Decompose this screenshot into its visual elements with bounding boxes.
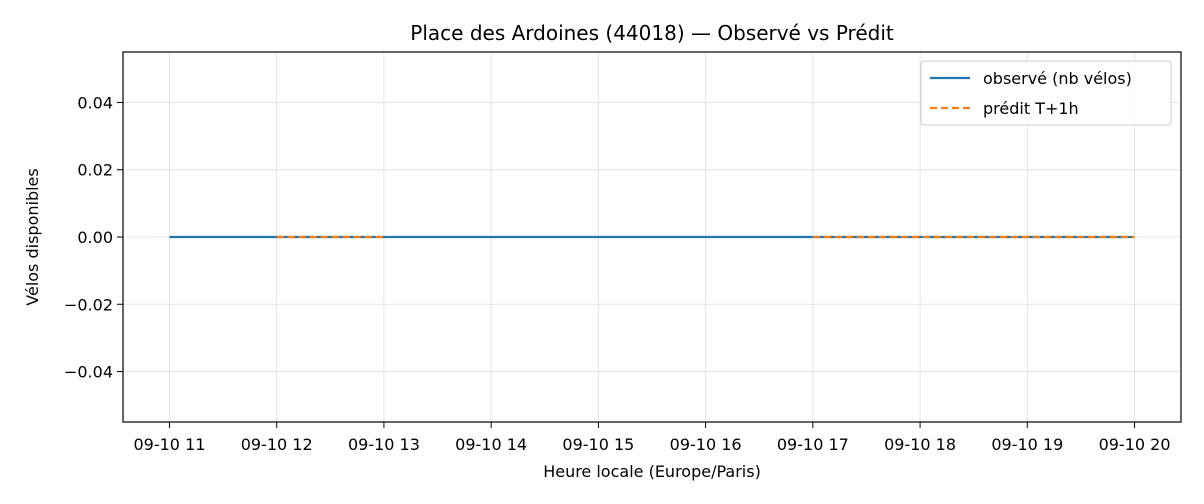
x-tick-label: 09-10 12: [241, 435, 313, 454]
y-tick-label: −0.04: [64, 363, 113, 382]
x-tick-label: 09-10 13: [348, 435, 420, 454]
y-axis: −0.04 −0.02 0.00 0.02 0.04: [64, 93, 123, 382]
legend-label-observe: observé (nb vélos): [983, 69, 1132, 88]
x-tick-label: 09-10 19: [991, 435, 1063, 454]
legend-box: [920, 60, 1172, 126]
x-tick-label: 09-10 17: [777, 435, 849, 454]
legend: observé (nb vélos) prédit T+1h: [920, 60, 1172, 126]
x-axis-title: Heure locale (Europe/Paris): [543, 462, 761, 481]
x-axis: 09-10 11 09-10 12 09-10 13 09-10 14 09-10 15…: [133, 422, 1171, 454]
y-tick-label: −0.02: [64, 295, 113, 314]
x-tick-label: 09-10 16: [670, 435, 742, 454]
x-tick-label: 09-10 15: [562, 435, 634, 454]
y-tick-label: 0.02: [77, 161, 113, 180]
x-tick-label: 09-10 18: [884, 435, 956, 454]
y-tick-label: 0.04: [77, 93, 113, 112]
x-tick-label: 09-10 11: [133, 435, 205, 454]
y-axis-title: Vélos disponibles: [23, 168, 42, 305]
x-tick-label: 09-10 20: [1099, 435, 1171, 454]
x-tick-label: 09-10 14: [455, 435, 527, 454]
chart-title: Place des Ardoines (44018) — Observé vs …: [410, 21, 894, 45]
y-tick-label: 0.00: [77, 228, 113, 247]
legend-label-predit: prédit T+1h: [983, 99, 1079, 118]
